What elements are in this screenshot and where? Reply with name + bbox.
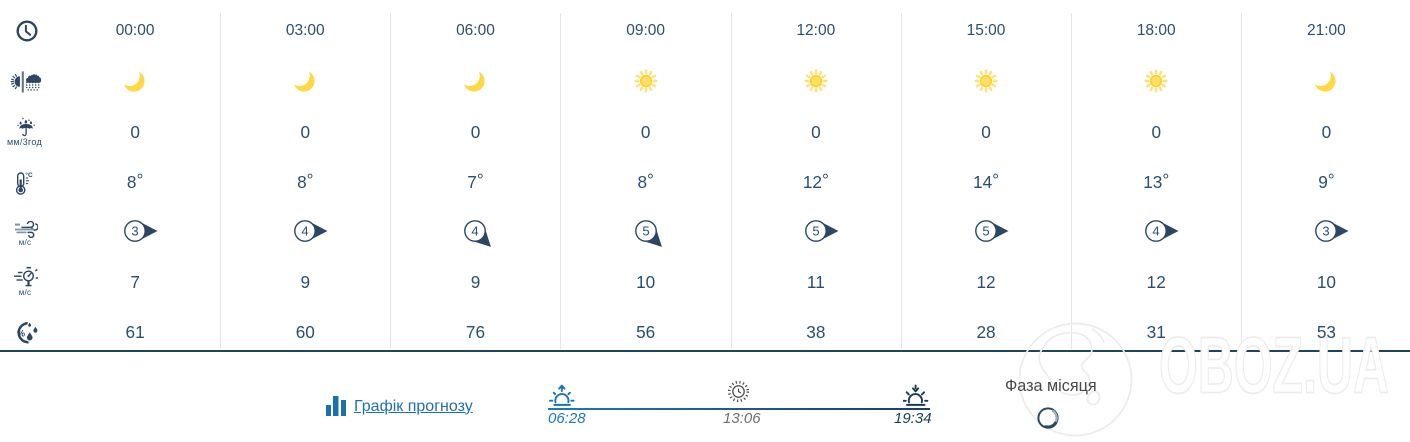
svg-text:°C: °C <box>25 172 33 179</box>
svg-text:4: 4 <box>302 224 309 239</box>
svg-text:4: 4 <box>1153 224 1160 239</box>
svg-text:5: 5 <box>812 224 819 239</box>
svg-text:3: 3 <box>131 224 138 239</box>
svg-text:5: 5 <box>982 224 989 239</box>
svg-text:%: % <box>17 329 25 339</box>
svg-text:4: 4 <box>472 224 479 239</box>
svg-text:3: 3 <box>1323 224 1330 239</box>
svg-text:5: 5 <box>642 224 649 239</box>
